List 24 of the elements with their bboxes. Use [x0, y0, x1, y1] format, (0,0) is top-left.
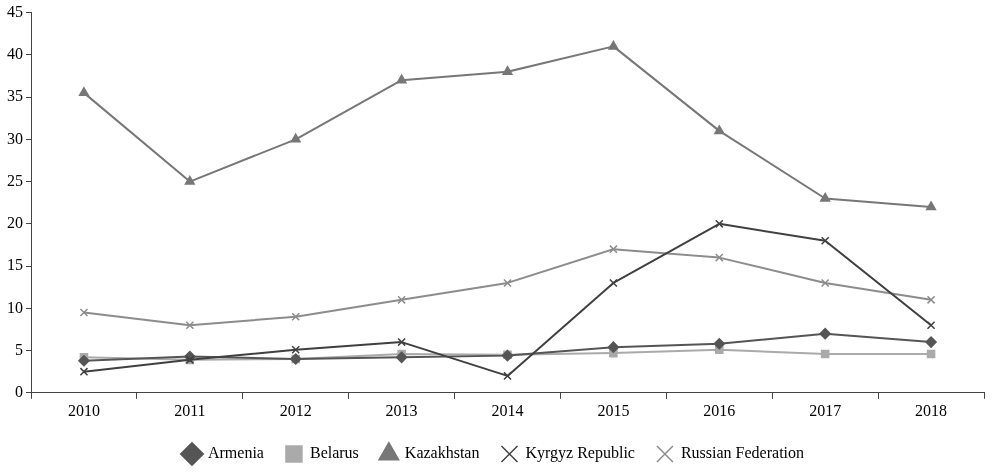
legend-label: Russian Federation — [680, 444, 805, 462]
x-tick-label: 2015 — [597, 401, 630, 419]
x-tick-label: 2013 — [385, 401, 418, 419]
y-tick-label: 40 — [7, 45, 23, 63]
x-tick-label: 2011 — [174, 401, 206, 419]
y-tick-label: 20 — [7, 214, 23, 232]
y-tick-label: 0 — [15, 383, 23, 400]
y-tick-label: 45 — [7, 2, 23, 20]
y-tick-label: 25 — [7, 171, 23, 189]
legend-label: Belarus — [309, 444, 359, 462]
x-tick-label: 2018 — [915, 401, 948, 419]
legend-label: Kazakhstan — [404, 444, 480, 462]
x-tick-label: 2012 — [279, 401, 312, 419]
y-tick-label: 10 — [7, 298, 23, 316]
y-tick-label: 35 — [7, 87, 23, 105]
x-tick-label: 2016 — [703, 401, 736, 419]
legend-label: Kyrgyz Republic — [525, 444, 635, 463]
y-tick-label: 5 — [15, 340, 23, 358]
x-tick-label: 2014 — [491, 401, 524, 419]
legend-label: Armenia — [207, 444, 264, 462]
y-tick-label: 30 — [7, 129, 23, 147]
x-tick-label: 2010 — [67, 401, 100, 419]
y-tick-label: 15 — [7, 256, 23, 274]
x-tick-label: 2017 — [809, 401, 842, 419]
